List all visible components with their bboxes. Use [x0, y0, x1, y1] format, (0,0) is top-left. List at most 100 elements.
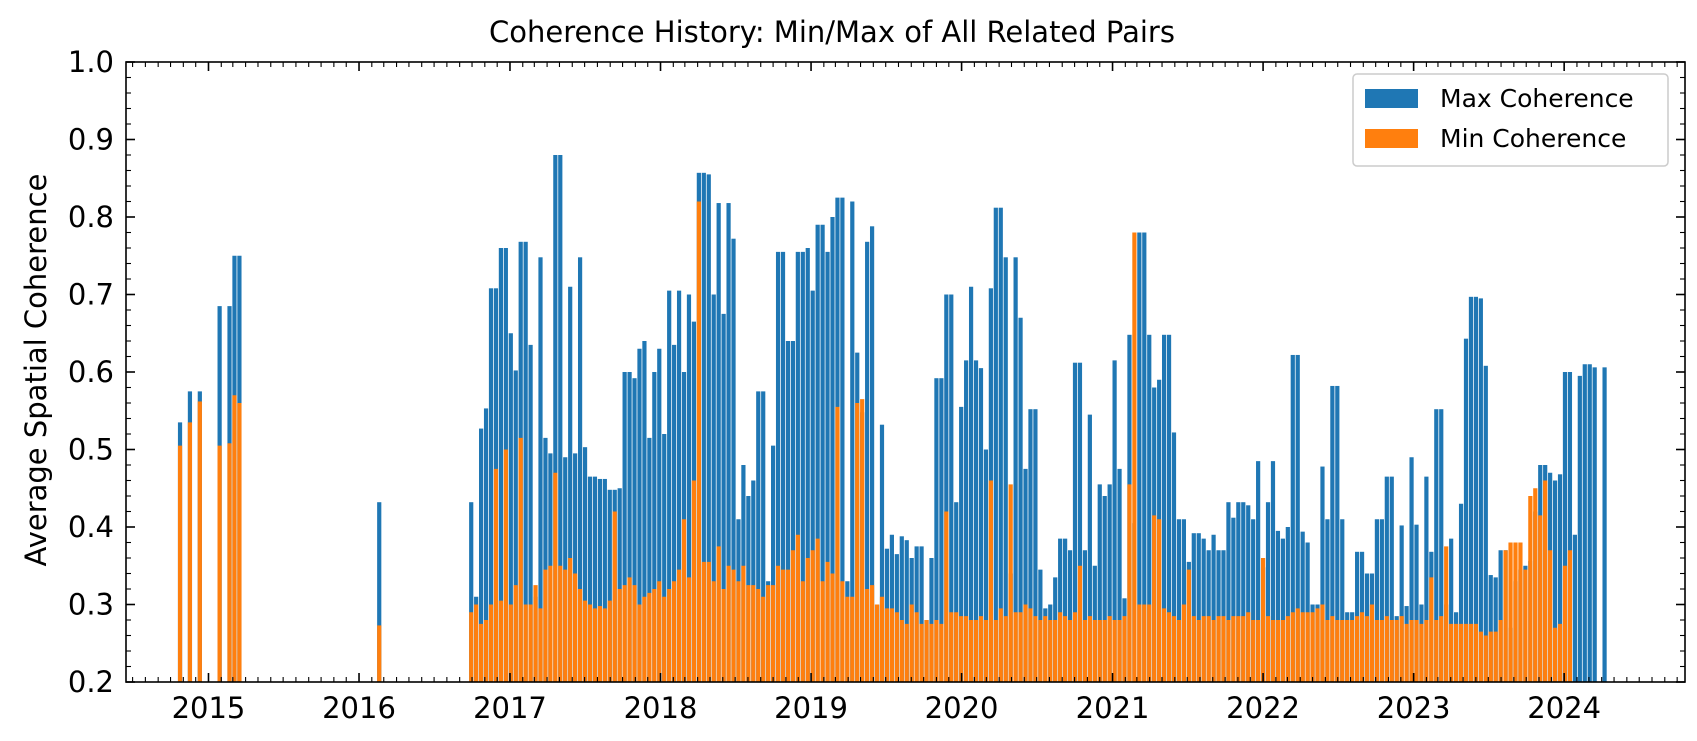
bar-max — [869, 226, 875, 683]
legend-swatch-max — [1365, 89, 1418, 108]
bar-max — [513, 370, 518, 682]
legend-label-min: Min Coherence — [1440, 124, 1626, 153]
bar-min — [1236, 616, 1241, 683]
bar-min — [197, 401, 202, 682]
bar-max — [1147, 334, 1152, 682]
bar-min — [1548, 550, 1553, 682]
bar-min — [1473, 623, 1478, 683]
bar-min — [1251, 620, 1256, 682]
bar-min — [1557, 623, 1563, 683]
bar-min — [1454, 623, 1459, 683]
bar-min — [924, 620, 929, 682]
bar-max — [1384, 476, 1389, 683]
bar-max — [1067, 550, 1073, 682]
bar-max — [1142, 232, 1147, 682]
bar-min — [934, 620, 939, 682]
bar-min — [1295, 608, 1300, 683]
bar-min — [1518, 542, 1523, 682]
bar-max — [904, 540, 909, 682]
x-tick-label: 2017 — [473, 691, 547, 725]
bar-min — [676, 569, 682, 683]
bar-min — [1562, 565, 1568, 682]
bar-min — [1325, 620, 1330, 682]
bar-max — [815, 224, 820, 682]
bar-min — [1300, 612, 1305, 682]
bar-max — [899, 536, 904, 682]
bar-min — [1097, 620, 1102, 682]
bar-min — [1211, 620, 1216, 682]
bar-min — [1107, 616, 1112, 683]
bar-min — [1414, 620, 1419, 682]
bar-max — [1275, 530, 1281, 683]
bar-max — [1577, 375, 1582, 682]
bar-max — [790, 341, 796, 682]
bar-min — [840, 581, 845, 682]
bar-min — [949, 612, 954, 682]
bar-max — [652, 372, 657, 682]
bar-min — [377, 625, 382, 682]
bar-min — [780, 569, 786, 683]
bar-max — [1206, 550, 1211, 682]
x-tick-label: 2022 — [1226, 691, 1300, 725]
bar-min — [1439, 616, 1444, 683]
bar-max — [1265, 502, 1271, 682]
bar-max — [1072, 362, 1078, 682]
bar-max — [1226, 502, 1231, 682]
bar-max — [607, 489, 612, 682]
bar-min — [1023, 604, 1028, 682]
bar-min — [1117, 620, 1122, 682]
bar-min — [785, 569, 791, 683]
bar-max — [775, 251, 781, 682]
bar-max — [1483, 365, 1488, 682]
bar-min — [711, 581, 716, 682]
bar-min — [1270, 620, 1276, 682]
bar-max — [1191, 533, 1196, 682]
bar-max — [632, 378, 637, 682]
bar-max — [959, 406, 964, 683]
bar-min — [622, 585, 627, 683]
bar-min — [1013, 612, 1018, 682]
bar-min — [756, 589, 761, 682]
bar-max — [622, 372, 627, 682]
bar-max — [830, 217, 835, 682]
bar-min — [1003, 616, 1008, 683]
bar-max — [553, 155, 558, 682]
bar-max — [483, 408, 489, 682]
bar-max — [1379, 519, 1384, 682]
bar-max — [1325, 519, 1330, 682]
bar-min — [1468, 623, 1474, 683]
y-tick-label: 0.3 — [68, 588, 114, 622]
bar-min — [1523, 569, 1528, 683]
bar-max — [1058, 538, 1063, 683]
bar-max — [1246, 505, 1251, 682]
bar-max — [983, 449, 989, 682]
bar-min — [1364, 616, 1370, 683]
bar-max — [1117, 468, 1122, 683]
bar-min — [1231, 616, 1236, 683]
bar-min — [533, 585, 538, 683]
bar-min — [1374, 620, 1380, 682]
bar-min — [741, 565, 746, 682]
bar-max — [805, 248, 810, 682]
bar-max — [582, 447, 588, 682]
bar-min — [978, 616, 984, 683]
bar-min — [1127, 484, 1132, 683]
bar-min — [1260, 558, 1266, 682]
bar-min — [187, 422, 193, 683]
bar-min — [686, 577, 692, 683]
bar-max — [662, 434, 667, 682]
bar-max — [1320, 466, 1325, 682]
bar-max — [568, 286, 573, 682]
axis-ticks: 0.2 0.3 0.4 0.5 0.6 0.7 0.8 0.9 1.0 2015 2016 2017 2… — [68, 45, 1685, 725]
bar-max — [993, 207, 998, 682]
bar-max — [1458, 503, 1464, 682]
bar-max — [597, 478, 602, 682]
bar-min — [558, 565, 563, 682]
x-tick-label: 2019 — [774, 691, 848, 725]
bar-max — [1033, 409, 1038, 682]
bar-max — [1181, 519, 1186, 682]
bar-min — [553, 472, 558, 682]
bar-max — [1424, 476, 1429, 683]
bar-min — [1503, 550, 1508, 682]
bar-min — [503, 449, 508, 682]
